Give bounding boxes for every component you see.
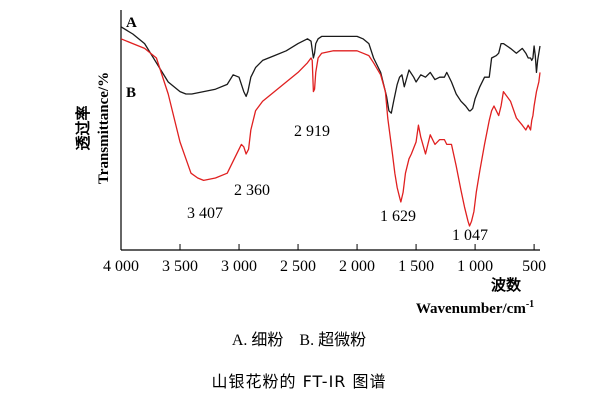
peak-label: 3 407 [187, 205, 223, 222]
peak-label: 1 629 [380, 208, 416, 225]
x-axis-label-cn: 波数 [491, 276, 522, 294]
series-line-b [120, 38, 541, 227]
peak-label: 2 919 [294, 123, 330, 140]
legend-caption: A. 细粉 B. 超微粉 [231, 332, 367, 349]
x-axis-label-sup: -1 [526, 299, 534, 310]
series-layer: AB [120, 15, 541, 227]
y-axis-label-cn: 透过率 [74, 105, 92, 150]
x-tick-label: 1 000 [457, 258, 493, 275]
peak-annotations: 3 407 2 360 2 919 1 629 1 047 [187, 123, 488, 244]
x-axis-label-en-text: Wavenumber/cm [416, 301, 526, 317]
x-tick-label: 2 500 [280, 258, 316, 275]
x-tick-label: 2 000 [339, 258, 375, 275]
axes [120, 10, 540, 251]
x-ticks: 4 000 3 500 3 000 2 500 2 000 1 500 1 000 500 [103, 244, 546, 275]
peak-label: 2 360 [234, 182, 270, 199]
x-tick-label: 3 000 [221, 258, 257, 275]
x-tick-label: 3 500 [162, 258, 198, 275]
series-label-a: A [126, 15, 137, 31]
chart-title: 山银花粉的 FT-IR 图谱 [211, 372, 387, 391]
peak-label: 1 047 [452, 227, 488, 244]
series-line-a [120, 26, 541, 114]
x-axis-label-en: Wavenumber/cm-1 [416, 299, 534, 317]
x-tick-label: 4 000 [103, 258, 139, 275]
x-tick-label: 500 [522, 258, 546, 275]
y-axis-label-en: Transmittance/% [96, 72, 112, 184]
series-label-b: B [126, 85, 136, 101]
x-tick-label: 1 500 [398, 258, 434, 275]
